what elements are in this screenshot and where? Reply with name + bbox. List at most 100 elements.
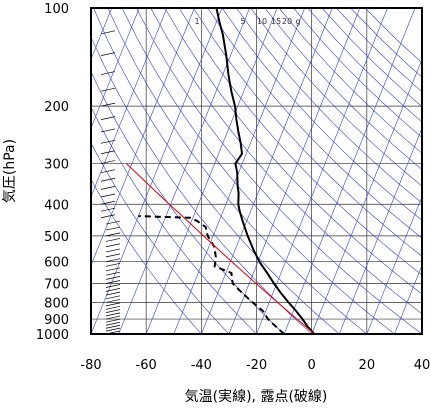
wind-barb xyxy=(100,186,116,190)
wind-barb xyxy=(100,193,116,198)
isotherm-line xyxy=(91,8,140,129)
wind-barb xyxy=(105,253,121,258)
dry-adiabat-line xyxy=(91,142,230,334)
dry-adiabat-line xyxy=(350,8,422,78)
wind-barb xyxy=(100,30,116,35)
isotherm-line xyxy=(394,264,422,334)
wind-barb xyxy=(105,305,121,310)
mixing-ratio-label: 20 xyxy=(282,17,292,26)
dry-adiabat-line xyxy=(107,8,367,334)
wind-barb xyxy=(105,321,121,326)
dry-adiabat-line xyxy=(178,8,422,276)
y-tick-label: 500 xyxy=(44,230,69,245)
dry-adiabat-line xyxy=(278,8,422,154)
isotherm-line xyxy=(256,8,388,334)
x-tick-label: 0 xyxy=(308,358,316,373)
isotherm-line xyxy=(421,333,422,334)
dry-adiabat-line xyxy=(207,8,422,239)
wind-barb xyxy=(105,315,121,320)
isotherm-line xyxy=(338,127,422,334)
wind-barb xyxy=(105,291,121,296)
dry-adiabat-line xyxy=(91,178,202,334)
wind-barb xyxy=(100,128,116,133)
dry-adiabat-line xyxy=(193,8,422,257)
isotherm-line xyxy=(228,8,361,334)
dry-adiabat-line xyxy=(164,8,422,295)
dry-adiabat-line xyxy=(91,35,312,334)
series-露点 xyxy=(138,215,285,334)
wind-barb xyxy=(100,214,116,219)
wind-barb xyxy=(100,207,116,212)
y-tick-label: 600 xyxy=(44,256,69,271)
isotherm-line xyxy=(311,58,422,334)
wind-barb xyxy=(105,226,121,231)
series-気温 xyxy=(215,8,316,334)
wind-barb xyxy=(105,258,121,263)
isotherm-line xyxy=(201,8,333,334)
wind-barb xyxy=(105,288,121,292)
wind-barb xyxy=(100,150,116,155)
x-tick-labels: -80 -60 -40 -20 0 20 40 xyxy=(80,358,430,373)
isotherm-line xyxy=(118,8,250,334)
wind-barb xyxy=(105,309,121,313)
wind-barb xyxy=(105,262,121,267)
wind-barb xyxy=(100,116,116,120)
isotherm-line xyxy=(283,8,416,334)
dry-adiabat-line xyxy=(91,106,257,334)
dry-adiabat-line xyxy=(93,8,340,334)
wind-barb xyxy=(100,160,116,164)
wind-barb xyxy=(105,267,121,272)
dry-adiabat-line xyxy=(91,70,285,334)
mixing-ratio-label: 1 xyxy=(194,17,199,26)
dry-adiabat-line xyxy=(307,8,422,123)
wind-barb xyxy=(105,248,121,253)
wind-barb xyxy=(105,243,121,248)
dry-adiabat-line xyxy=(221,8,422,221)
dry-adiabat-line xyxy=(321,8,422,108)
series-parcel xyxy=(126,163,315,334)
wind-barb xyxy=(105,299,121,303)
wind-barb xyxy=(100,52,116,56)
isotherm-line xyxy=(91,8,195,267)
isotherm-line xyxy=(91,8,223,334)
wind-barb xyxy=(100,139,116,144)
mixing-ratio-labels: 1 5 10 15 20 g xyxy=(194,17,300,26)
wind-barb xyxy=(105,318,121,323)
y-tick-label: 800 xyxy=(44,296,69,311)
y-axis-label: 気圧(hPa) xyxy=(2,139,18,203)
isotherm-line xyxy=(145,8,278,334)
wind-barb xyxy=(105,220,121,225)
y-tick-label: 200 xyxy=(44,100,69,115)
isotherm-line xyxy=(366,195,422,334)
x-tick-label: 40 xyxy=(414,358,431,373)
wind-barb xyxy=(100,71,116,75)
x-tick-label: -40 xyxy=(191,358,212,373)
wind-barb xyxy=(105,302,121,307)
dry-adiabat-line xyxy=(121,8,395,334)
y-tick-label: 300 xyxy=(44,158,69,173)
isotherm-line xyxy=(173,8,306,334)
wind-barbs xyxy=(100,8,121,334)
sounding-series xyxy=(126,8,316,334)
x-tick-label: 20 xyxy=(359,358,376,373)
plot-frame xyxy=(90,7,423,335)
wind-barb xyxy=(100,177,116,182)
wind-barb xyxy=(100,102,116,107)
wind-barb xyxy=(100,169,116,174)
wind-barb xyxy=(105,238,121,242)
wind-barb xyxy=(100,87,116,92)
wind-barb xyxy=(105,280,121,284)
x-tick-label: -80 xyxy=(80,358,101,373)
wind-barb xyxy=(105,276,121,280)
wind-barb xyxy=(105,324,121,329)
isotherm-line xyxy=(91,8,168,198)
x-tick-label: -60 xyxy=(136,358,157,373)
wind-barb xyxy=(105,232,121,237)
y-tick-label: 700 xyxy=(44,278,69,293)
wind-barb xyxy=(105,284,121,288)
x-tick-label: -20 xyxy=(246,358,267,373)
y-tick-label: 400 xyxy=(44,198,69,213)
wind-barb xyxy=(105,312,121,317)
